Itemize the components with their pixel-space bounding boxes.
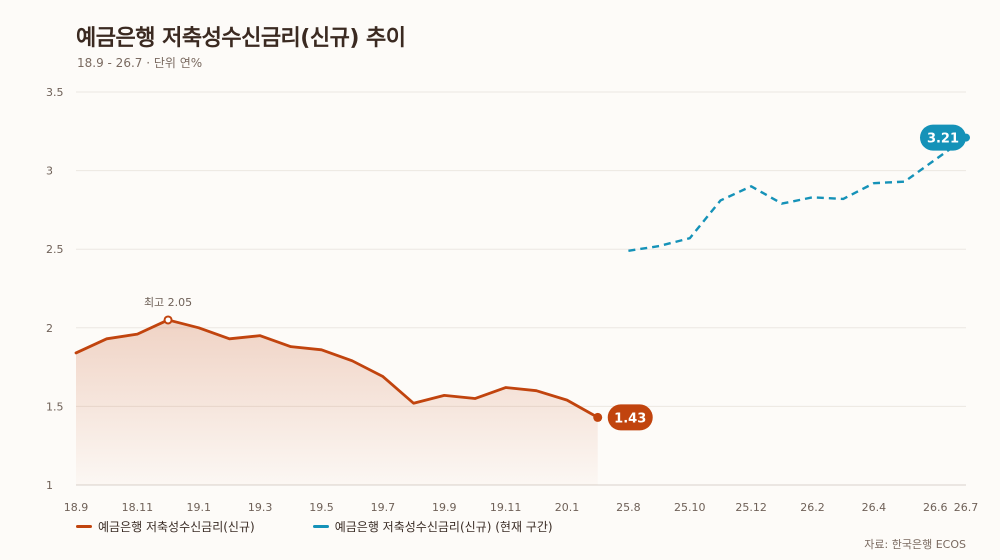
chart-title: 예금은행 저축성수신금리(신규) 추이 [76, 26, 406, 51]
x-tick-label: 26.6 [923, 501, 948, 514]
x-tick-label: 25.8 [616, 501, 641, 514]
y-tick-label: 2.5 [46, 243, 64, 256]
peak-label: 최고 2.05 [144, 296, 192, 309]
x-tick-label: 19.5 [309, 501, 334, 514]
x-tick-label: 18.11 [122, 501, 154, 514]
y-tick-label: 1 [46, 479, 53, 492]
x-tick-label: 18.9 [64, 501, 89, 514]
x-tick-label: 19.7 [371, 501, 396, 514]
end-label-past: 1.43 [614, 411, 646, 426]
end-badge-past [607, 404, 653, 431]
legend-item-past: 예금은행 저축성수신금리(신규) [76, 518, 255, 535]
x-tick-label: 26.2 [800, 501, 825, 514]
end-point-past [593, 412, 603, 422]
end-label-current: 3.21 [927, 132, 959, 147]
y-tick-label: 2 [46, 322, 53, 335]
legend-label-current: 예금은행 저축성수신금리(신규) (현재 구간) [334, 520, 553, 534]
series-past-area [76, 319, 598, 485]
x-tick-label: 20.1 [555, 501, 580, 514]
x-tick-label: 25.12 [735, 501, 767, 514]
series-past-line [74, 318, 600, 419]
x-tick-label: 19.3 [248, 501, 273, 514]
x-tick-label: 19.11 [490, 501, 522, 514]
legend-label-past: 예금은행 저축성수신금리(신규) [98, 520, 255, 534]
source-note: 자료: 한국은행 ECOS [864, 538, 966, 551]
y-tick-label: 1.5 [46, 400, 64, 413]
x-tick-label: 26.4 [862, 501, 887, 514]
peak-point [163, 315, 173, 325]
chart-subtitle: 18.9 - 26.7 · 단위 연% [77, 56, 203, 70]
x-tick-label: 26.7 [954, 501, 979, 514]
legend-swatch-current [312, 525, 329, 528]
legend: 예금은행 저축성수신금리(신규) 예금은행 저축성수신금리(신규) (현재 구간… [76, 518, 553, 535]
y-tick-label: 3.5 [46, 86, 64, 99]
series-current-line [628, 136, 967, 252]
x-tick-label: 19.1 [187, 501, 212, 514]
end-badge-current [920, 124, 966, 151]
x-tick-label: 25.10 [674, 501, 706, 514]
legend-item-current: 예금은행 저축성수신금리(신규) (현재 구간) [312, 518, 553, 535]
legend-swatch-past [76, 525, 92, 528]
x-tick-label: 19.9 [432, 501, 457, 514]
y-tick-label: 3 [46, 165, 53, 178]
